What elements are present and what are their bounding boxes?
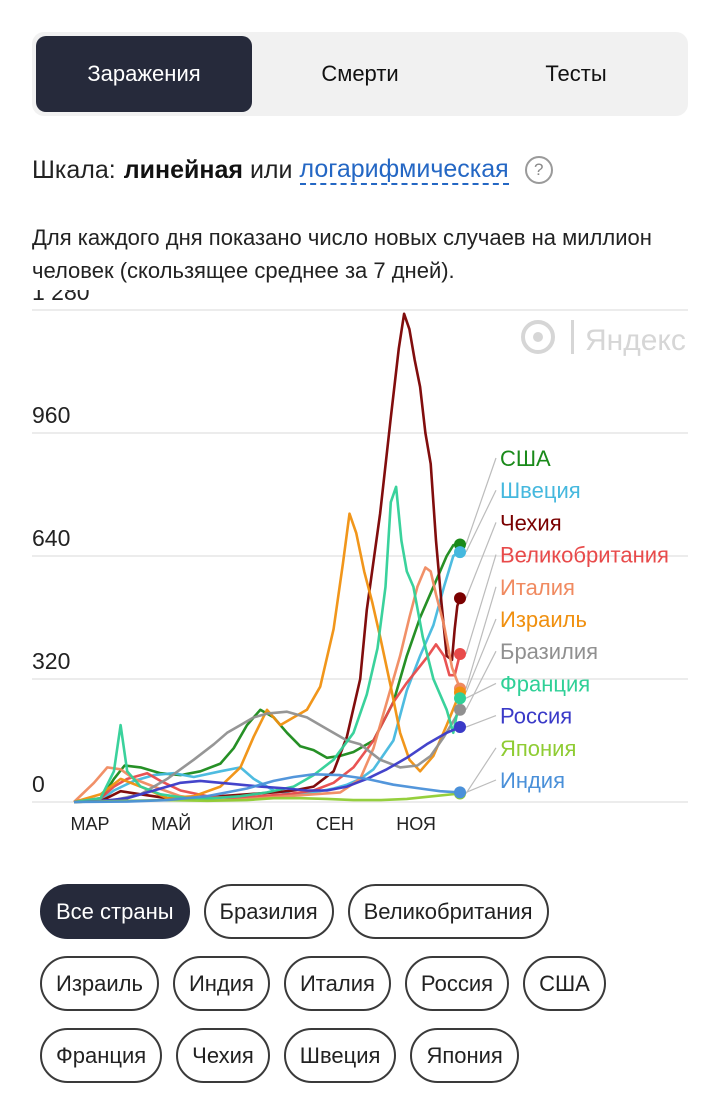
series-end-dot	[454, 703, 466, 716]
chart-description: Для каждого дня показано число новых слу…	[32, 225, 652, 283]
x-tick-label: СЕН	[316, 814, 354, 834]
filter-brazil[interactable]: Бразилия	[203, 884, 334, 939]
y-tick-label: 320	[32, 648, 70, 674]
yandex-logo-icon	[521, 320, 555, 354]
series-end-dot	[454, 546, 466, 559]
yandex-logo-text: Яндекс	[585, 324, 686, 357]
filter-sweden[interactable]: Швеция	[283, 1028, 397, 1083]
yandex-logo-divider	[571, 320, 574, 354]
series-end-dot	[454, 592, 466, 605]
legend-label: Италия	[500, 575, 575, 600]
y-tick-label: 960	[32, 402, 70, 428]
legend-label: Великобритания	[500, 543, 669, 568]
legend-label: Бразилия	[500, 639, 598, 664]
filter-row-2: Израиль Индия Италия Россия США	[40, 956, 690, 1011]
legend-connector	[465, 618, 497, 693]
legend-label: Франция	[500, 671, 590, 696]
x-tick-label: НОЯ	[396, 814, 436, 834]
legend-label: США	[500, 446, 551, 471]
y-tick-label: 0	[32, 771, 45, 797]
scale-log-option[interactable]: логарифмическая	[299, 155, 509, 185]
filter-row-3: Франция Чехия Швеция Япония	[40, 1028, 690, 1083]
series-end-dot	[454, 786, 466, 799]
series-line	[73, 725, 461, 804]
x-tick-label: ИЮЛ	[231, 814, 273, 834]
filter-italy[interactable]: Италия	[283, 956, 391, 1011]
series-line	[73, 512, 462, 804]
series-line	[73, 485, 462, 804]
series-line	[73, 709, 462, 804]
cases-chart: Яндекс 0 320 640 960 1 280 МАР МАЙ ИЮЛ СЕН НОЯ С…	[32, 290, 688, 834]
y-tick-label: 640	[32, 525, 70, 551]
legend-label: Индия	[500, 768, 565, 793]
series-line	[73, 312, 462, 804]
scale-selector: Шкала: линейная или логарифмическая ?	[32, 150, 553, 190]
legend-connector	[465, 682, 497, 699]
legend-label: Чехия	[500, 510, 562, 535]
scale-or-text: или	[249, 155, 293, 184]
help-icon[interactable]: ?	[524, 156, 553, 184]
series-end-dot	[454, 648, 466, 661]
legend-label: Россия	[500, 704, 572, 729]
filter-japan[interactable]: Япония	[410, 1028, 519, 1083]
series-line	[73, 643, 462, 804]
legend-connector	[465, 715, 497, 728]
yandex-logo: Яндекс	[521, 320, 686, 357]
filter-israel[interactable]: Израиль	[40, 956, 159, 1011]
legend-label: Израиль	[500, 607, 587, 632]
x-tick-label: МАЙ	[151, 813, 191, 834]
series-end-dot	[454, 721, 466, 734]
scale-label: Шкала:	[32, 155, 116, 184]
filter-russia[interactable]: Россия	[404, 956, 510, 1011]
series-end-dot	[454, 692, 466, 705]
legend-connector	[465, 522, 497, 599]
legend-connector	[465, 586, 497, 689]
filter-all-countries[interactable]: Все страны	[40, 884, 190, 939]
country-filters: Все страны Бразилия Великобритания Израи…	[40, 884, 690, 1100]
scale-linear-option[interactable]: линейная	[123, 155, 243, 184]
yandex-logo-dot	[533, 332, 543, 342]
tab-tests[interactable]: Тесты	[545, 61, 607, 86]
y-tick-label: 1 280	[32, 290, 90, 305]
series-line	[73, 542, 461, 804]
filter-india[interactable]: Индия	[172, 956, 270, 1011]
filter-czechia[interactable]: Чехия	[176, 1028, 270, 1083]
legend-label: Швеция	[500, 478, 581, 503]
filter-uk[interactable]: Великобритания	[347, 884, 549, 939]
legend-connector	[465, 457, 497, 545]
metric-tabs: Заражения Смерти Тесты	[32, 32, 688, 116]
legend-connector	[465, 779, 497, 793]
tab-deaths[interactable]: Смерти	[321, 61, 399, 86]
legend-label: Япония	[500, 736, 576, 761]
series-line	[73, 773, 461, 804]
legend-connector	[465, 650, 497, 711]
legend-connector	[465, 554, 497, 655]
tab-infections[interactable]: Заражения	[36, 36, 252, 112]
filter-row-1: Все страны Бразилия Великобритания	[40, 884, 690, 939]
filter-usa[interactable]: США	[523, 956, 606, 1011]
x-tick-label: МАР	[70, 814, 109, 834]
filter-france[interactable]: Франция	[40, 1028, 163, 1083]
legend-connector	[465, 489, 497, 553]
legend-connector	[465, 747, 497, 794]
